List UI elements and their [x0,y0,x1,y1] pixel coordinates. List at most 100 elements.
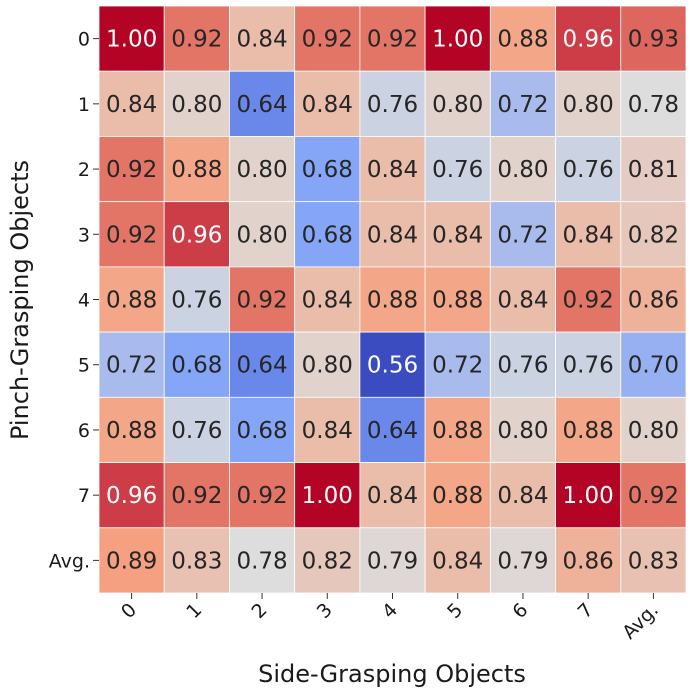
cell-value-label-r6-c1: 0.76 [171,418,222,444]
heatmap-cell-r7-c8 [620,462,687,529]
cell-value-label-r4-c8: 0.86 [628,288,679,314]
heatmap-cell-r8-c1 [163,527,230,594]
cell-value-label-r3-c4: 0.84 [367,222,418,248]
heatmap-cell-r1-c8 [620,70,687,137]
cell-value-label-r7-c1: 0.92 [171,483,222,509]
cell-value-label-r8-c5: 0.84 [432,548,483,574]
x-tick-label-4: 4 [378,599,402,623]
x-tick-label-8: Avg. [618,599,663,644]
x-tick-label-3: 3 [313,599,337,623]
heatmap-cell-r7-c2 [229,462,296,529]
y-tick-label-6: 6 [78,420,90,442]
cell-value-label-r4-c4: 0.88 [367,288,418,314]
cell-value-label-r0-c8: 0.93 [628,27,679,53]
x-axis-label: Side-Grasping Objects [258,660,526,688]
cell-value-label-r2-c7: 0.76 [563,157,614,183]
cell-value-label-r7-c8: 0.92 [628,483,679,509]
cell-value-label-r3-c8: 0.82 [628,222,679,248]
heatmap-cell-r8-c3 [294,527,361,594]
heatmap-cell-r7-c6 [489,462,556,529]
cell-value-label-r2-c3: 0.68 [302,157,353,183]
cell-value-label-r5-c4: 0.56 [367,353,418,379]
cell-value-label-r4-c6: 0.84 [497,288,548,314]
heatmap-cell-r4-c6 [489,266,556,333]
cell-value-label-r5-c2: 0.64 [236,353,287,379]
cell-value-label-r2-c0: 0.92 [106,157,157,183]
heatmap-cell-r8-c4 [359,527,426,594]
heatmap-cell-r4-c0 [98,266,165,333]
x-tick-label-1: 1 [182,599,206,623]
cell-value-label-r8-c7: 0.86 [563,548,614,574]
cell-value-label-r0-c5: 1.00 [432,27,483,53]
heatmap-cell-r2-c8 [620,136,687,203]
cell-value-label-r4-c3: 0.84 [302,288,353,314]
heatmap-cell-r8-c0 [98,527,165,594]
heatmap-cell-r1-c3 [294,70,361,137]
cell-value-label-r7-c7: 1.00 [563,483,614,509]
cell-value-label-r3-c6: 0.72 [497,222,548,248]
y-tick-label-1: 1 [78,94,90,116]
y-axis-label: Pinch-Grasping Objects [6,160,34,440]
cell-value-label-r6-c6: 0.80 [497,418,548,444]
cell-value-label-r6-c8: 0.80 [628,418,679,444]
heatmap-cell-r0-c1 [163,5,230,72]
cell-value-label-r8-c0: 0.89 [106,548,157,574]
heatmap-cell-r5-c7 [555,331,622,398]
y-tick-label-5: 5 [78,355,90,377]
cell-value-label-r8-c1: 0.83 [171,548,222,574]
cell-value-label-r6-c2: 0.68 [236,418,287,444]
heatmap-cell-r0-c7 [555,5,622,72]
cell-value-label-r8-c3: 0.82 [302,548,353,574]
cell-value-label-r5-c5: 0.72 [432,353,483,379]
heatmap-cell-r1-c6 [489,70,556,137]
heatmap-cell-r2-c1 [163,136,230,203]
heatmap-cell-r7-c3 [294,462,361,529]
cell-value-label-r5-c7: 0.76 [563,353,614,379]
heatmap-cell-r6-c0 [98,396,165,463]
y-tick-labels: 0 1 2 3 4 5 6 7 Avg. [49,29,99,572]
cell-value-label-r3-c1: 0.96 [171,222,222,248]
x-tick-label-6: 6 [508,599,532,623]
heatmap-cell-r0-c3 [294,5,361,72]
cell-value-label-r2-c5: 0.76 [432,157,483,183]
cell-value-label-r4-c1: 0.76 [171,288,222,314]
heatmap-cell-r5-c5 [424,331,491,398]
heatmap-cell-r3-c8 [620,201,687,268]
cell-value-label-r1-c4: 0.76 [367,92,418,118]
y-tick-label-7: 7 [78,485,90,507]
cell-value-label-r6-c4: 0.64 [367,418,418,444]
cell-value-label-r7-c4: 0.84 [367,483,418,509]
cell-value-label-r8-c8: 0.83 [628,548,679,574]
cell-value-label-r8-c6: 0.79 [497,548,548,574]
heatmap-cell-r4-c3 [294,266,361,333]
heatmap-cell-r2-c2 [229,136,296,203]
cell-value-label-r1-c1: 0.80 [171,92,222,118]
cell-value-label-r7-c5: 0.88 [432,483,483,509]
x-tick-label-0: 0 [117,599,141,623]
y-tick-label-8: Avg. [49,550,90,572]
heatmap-cell-r4-c5 [424,266,491,333]
heatmap-cell-r5-c2 [229,331,296,398]
cell-value-label-r2-c2: 0.80 [236,157,287,183]
cell-value-label-r0-c3: 0.92 [302,27,353,53]
cell-value-label-r3-c7: 0.84 [563,222,614,248]
cell-value-label-r1-c8: 0.78 [628,92,679,118]
heatmap-cell-r5-c3 [294,331,361,398]
cell-value-label-r5-c6: 0.76 [497,353,548,379]
cell-value-label-r7-c2: 0.92 [236,483,287,509]
cell-value-label-r2-c1: 0.88 [171,157,222,183]
heatmap-cell-r5-c0 [98,331,165,398]
cell-value-label-r3-c0: 0.92 [106,222,157,248]
cell-value-label-r3-c5: 0.84 [432,222,483,248]
y-tick-label-2: 2 [78,159,90,181]
heatmap-cell-r4-c2 [229,266,296,333]
cell-value-label-r0-c1: 0.92 [171,27,222,53]
heatmap-cell-r7-c5 [424,462,491,529]
cell-value-label-r8-c4: 0.79 [367,548,418,574]
heatmap-cell-r3-c1 [163,201,230,268]
heatmap-cell-r1-c4 [359,70,426,137]
cell-value-label-r0-c2: 0.84 [236,27,287,53]
heatmap-cell-r0-c0 [98,5,165,72]
heatmap-cell-r4-c1 [163,266,230,333]
cell-value-label-r0-c6: 0.88 [497,27,548,53]
